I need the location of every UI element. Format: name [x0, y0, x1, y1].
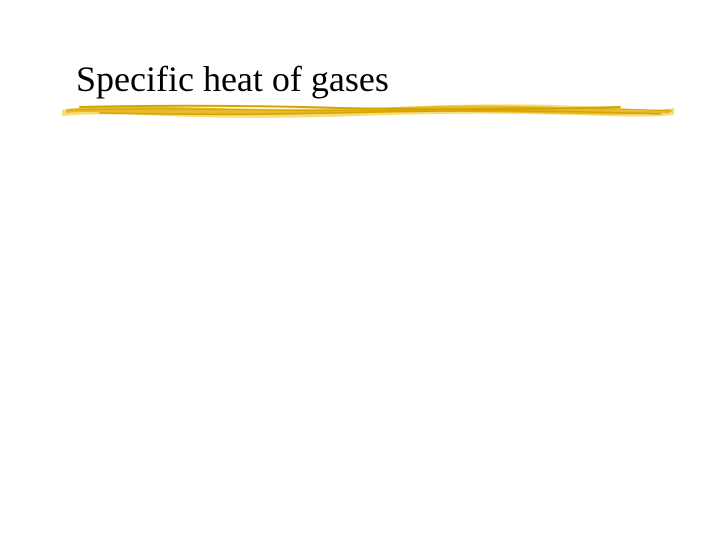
brush-streak-3: [70, 108, 672, 111]
brush-layer-mid: [66, 105, 670, 115]
brush-layer-light: [62, 104, 674, 117]
brush-streak-1: [80, 106, 620, 110]
slide: Specific heat of gases: [0, 0, 720, 540]
slide-title: Specific heat of gases: [76, 58, 389, 100]
brush-streak-2: [100, 111, 660, 114]
